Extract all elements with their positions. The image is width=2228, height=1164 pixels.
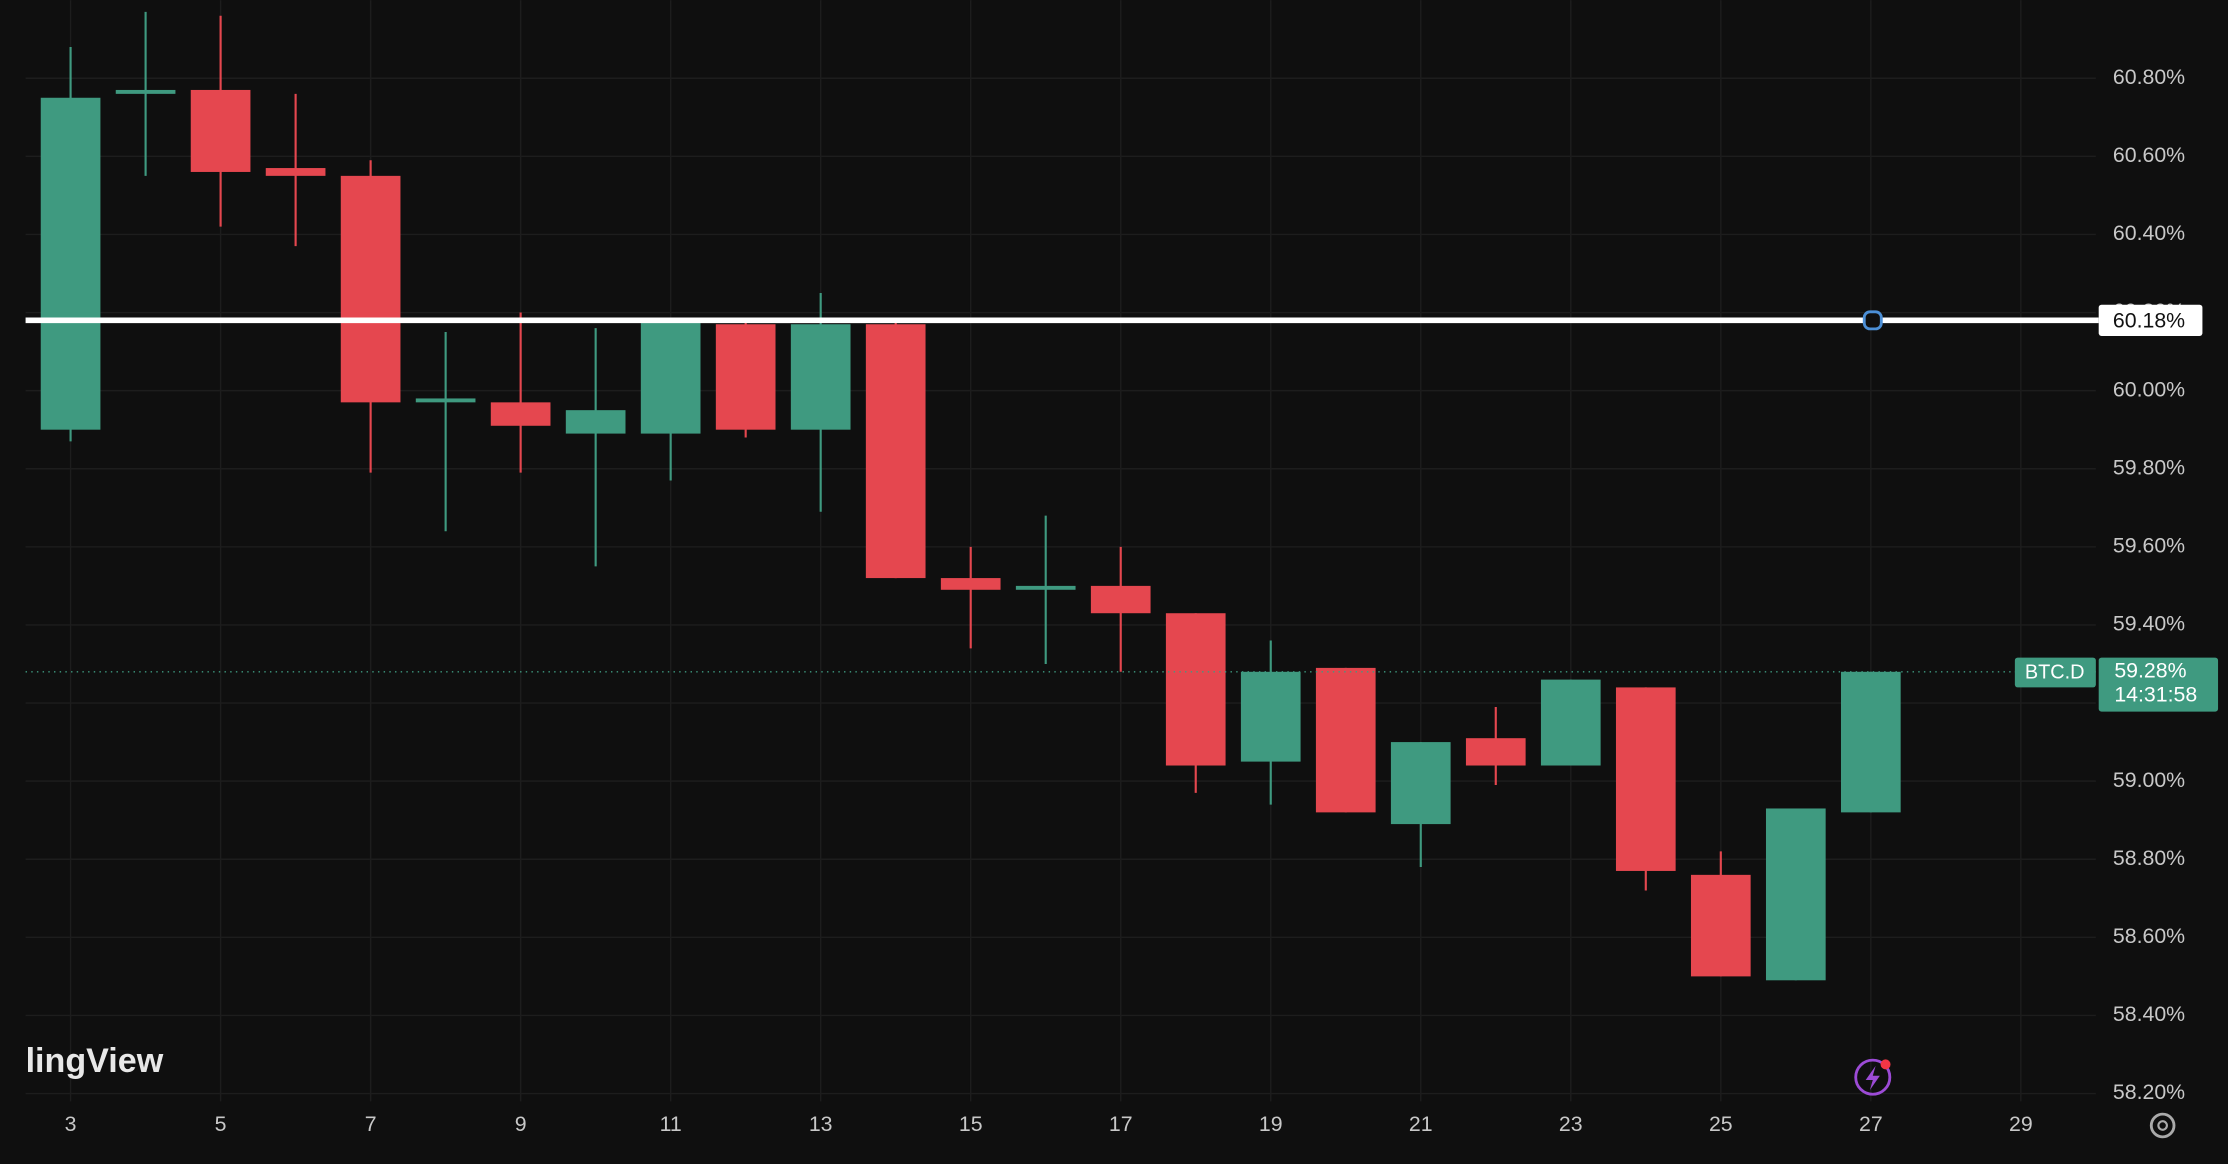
candle-body (40, 97, 101, 430)
y-tick-label: 59.40% (2113, 612, 2185, 636)
candle-body (1690, 874, 1751, 977)
x-tick-label: 23 (1559, 1112, 1583, 1136)
candle-body (1090, 585, 1151, 614)
candle-body (265, 168, 326, 176)
x-tick-label: 5 (215, 1112, 227, 1136)
x-tick-label: 7 (365, 1112, 377, 1136)
candle-body (1840, 671, 1901, 813)
candle-body (1165, 613, 1226, 766)
y-tick-label: 60.80% (2113, 65, 2185, 89)
candle-body (190, 89, 251, 172)
axes: 58.20%58.40%58.60%58.80%59.00%59.20%59.4… (65, 65, 2219, 1136)
candle-body (640, 320, 701, 434)
candle-body (1315, 667, 1376, 813)
x-tick-label: 27 (1859, 1112, 1883, 1136)
candle-body (115, 89, 176, 94)
candle-body (715, 324, 776, 430)
x-tick-label: 25 (1709, 1112, 1733, 1136)
candle-body (1390, 742, 1451, 825)
y-tick-label: 58.60% (2113, 924, 2185, 948)
candle-body (340, 175, 401, 403)
x-tick-label: 13 (809, 1112, 833, 1136)
candle-body (940, 578, 1001, 590)
candle-body (1015, 585, 1076, 590)
candle-body (790, 324, 851, 430)
x-tick-label: 11 (660, 1112, 682, 1136)
y-tick-label: 59.60% (2113, 533, 2185, 557)
y-tick-label: 60.60% (2113, 143, 2185, 167)
x-tick-label: 29 (2009, 1112, 2033, 1136)
y-tick-label: 59.80% (2113, 455, 2185, 479)
hline-tag (2098, 304, 2203, 336)
candle-body (1240, 671, 1301, 762)
y-tick-label: 58.40% (2113, 1002, 2185, 1026)
y-tick-label: 60.00% (2113, 377, 2185, 401)
symbol-tag (2014, 657, 2096, 688)
price-tag (2098, 657, 2219, 712)
candle-body (1615, 687, 1676, 871)
candle-body (1540, 679, 1601, 766)
alert-icon[interactable] (1854, 1058, 1892, 1096)
candle-body (1465, 738, 1526, 766)
x-tick-label: 3 (65, 1112, 77, 1136)
watermark: lingView (26, 1042, 164, 1080)
x-tick-label: 19 (1259, 1112, 1283, 1136)
hline-label: 60.18% (2113, 308, 2185, 332)
symbol-label: BTC.D (2025, 661, 2085, 683)
candle-body (1765, 808, 1826, 981)
line-handle[interactable] (1862, 310, 1883, 331)
price-label: 59.28% (2114, 658, 2186, 682)
y-tick-label: 58.20% (2113, 1080, 2185, 1104)
candle-body (415, 398, 476, 403)
x-tick-label: 15 (959, 1112, 983, 1136)
candle-body (865, 324, 926, 579)
countdown-label: 14:31:58 (2114, 683, 2197, 707)
settings-icon[interactable] (2149, 1112, 2176, 1139)
y-tick-label: 58.80% (2113, 846, 2185, 870)
y-tick-label: 59.00% (2113, 768, 2185, 792)
y-tick-label: 60.40% (2113, 221, 2185, 245)
x-tick-label: 17 (1109, 1112, 1133, 1136)
candle-body (490, 402, 551, 426)
plot-area (25, 11, 2099, 981)
x-tick-label: 9 (515, 1112, 527, 1136)
x-tick-label: 21 (1409, 1112, 1433, 1136)
candle-body (565, 410, 626, 434)
